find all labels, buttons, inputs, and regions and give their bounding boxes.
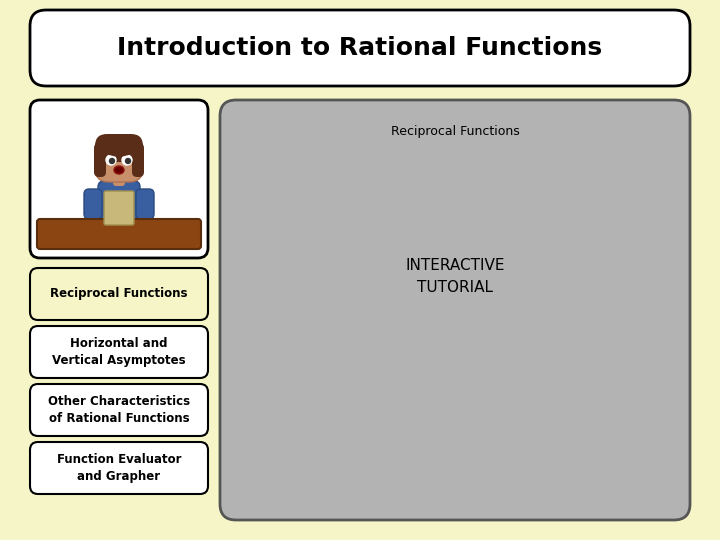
Text: Function Evaluator
and Grapher: Function Evaluator and Grapher bbox=[57, 453, 181, 483]
FancyBboxPatch shape bbox=[95, 134, 143, 162]
Text: Reciprocal Functions: Reciprocal Functions bbox=[50, 287, 188, 300]
Circle shape bbox=[125, 159, 130, 164]
FancyBboxPatch shape bbox=[30, 10, 690, 86]
FancyBboxPatch shape bbox=[30, 326, 208, 378]
FancyBboxPatch shape bbox=[220, 100, 690, 520]
FancyBboxPatch shape bbox=[136, 189, 154, 219]
Text: INTERACTIVE
TUTORIAL: INTERACTIVE TUTORIAL bbox=[405, 258, 505, 295]
Text: Horizontal and
Vertical Asymptotes: Horizontal and Vertical Asymptotes bbox=[52, 337, 186, 367]
FancyBboxPatch shape bbox=[95, 138, 143, 182]
FancyBboxPatch shape bbox=[37, 219, 201, 249]
Text: Reciprocal Functions: Reciprocal Functions bbox=[391, 125, 519, 138]
FancyBboxPatch shape bbox=[30, 442, 208, 494]
Circle shape bbox=[122, 155, 132, 165]
FancyBboxPatch shape bbox=[30, 100, 208, 258]
FancyBboxPatch shape bbox=[94, 143, 106, 177]
Ellipse shape bbox=[115, 167, 122, 172]
FancyBboxPatch shape bbox=[104, 191, 134, 225]
Ellipse shape bbox=[114, 166, 124, 174]
FancyBboxPatch shape bbox=[84, 189, 102, 219]
Text: Introduction to Rational Functions: Introduction to Rational Functions bbox=[117, 36, 603, 60]
FancyBboxPatch shape bbox=[113, 174, 125, 186]
Text: Other Characteristics
of Rational Functions: Other Characteristics of Rational Functi… bbox=[48, 395, 190, 425]
FancyBboxPatch shape bbox=[30, 268, 208, 320]
FancyBboxPatch shape bbox=[98, 181, 140, 231]
FancyBboxPatch shape bbox=[30, 384, 208, 436]
Circle shape bbox=[106, 155, 116, 165]
Circle shape bbox=[109, 159, 114, 164]
FancyBboxPatch shape bbox=[132, 143, 144, 177]
